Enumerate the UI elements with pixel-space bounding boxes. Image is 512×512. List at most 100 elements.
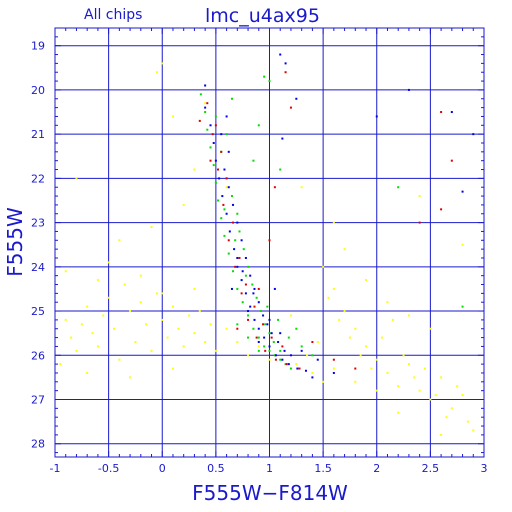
data-point xyxy=(255,296,258,299)
data-point xyxy=(198,310,201,313)
data-point xyxy=(123,283,126,286)
data-point xyxy=(283,349,286,352)
data-point xyxy=(107,296,110,299)
data-point xyxy=(289,354,292,357)
data-point xyxy=(232,221,235,224)
data-point xyxy=(217,168,220,171)
data-point xyxy=(370,367,373,370)
data-point xyxy=(145,323,148,326)
data-point xyxy=(161,62,164,65)
data-point xyxy=(440,208,443,211)
data-point xyxy=(242,248,245,251)
data-point xyxy=(227,239,230,242)
data-point xyxy=(220,217,223,220)
data-point xyxy=(171,115,174,118)
data-point xyxy=(211,133,214,136)
x-tick-label: 0 xyxy=(159,462,166,475)
data-point xyxy=(279,332,282,335)
y-tick-labels: 19 20 21 22 23 24 25 26 27 28 xyxy=(31,40,45,451)
data-point xyxy=(268,349,271,352)
data-point xyxy=(70,336,73,339)
data-point xyxy=(188,314,191,317)
data-point xyxy=(230,287,233,290)
data-point xyxy=(212,164,215,167)
data-point xyxy=(220,133,223,136)
x-tick-label: -1 xyxy=(50,462,61,475)
data-point xyxy=(247,354,250,357)
data-point xyxy=(461,243,464,246)
data-point xyxy=(418,195,421,198)
data-point xyxy=(311,354,314,357)
data-point xyxy=(150,226,153,229)
data-point xyxy=(281,137,284,140)
data-point xyxy=(64,318,67,321)
data-point xyxy=(217,199,220,202)
data-point xyxy=(236,256,239,259)
data-point xyxy=(316,341,319,344)
data-point xyxy=(139,301,142,304)
data-point xyxy=(75,349,78,352)
data-point xyxy=(214,181,217,184)
data-point xyxy=(397,411,400,414)
data-point xyxy=(161,318,164,321)
data-point xyxy=(225,212,228,215)
data-point xyxy=(332,371,335,374)
data-point xyxy=(193,332,196,335)
data-point xyxy=(193,287,196,290)
data-point xyxy=(86,371,89,374)
data-point xyxy=(129,376,132,379)
data-point xyxy=(300,186,303,189)
data-point xyxy=(253,305,256,308)
data-point xyxy=(375,115,378,118)
data-point xyxy=(244,283,247,286)
data-point xyxy=(418,389,421,392)
data-point xyxy=(182,203,185,206)
data-point xyxy=(402,354,405,357)
data-point xyxy=(354,327,357,330)
data-point xyxy=(311,376,314,379)
data-point xyxy=(429,398,432,401)
data-point xyxy=(461,305,464,308)
data-point xyxy=(244,256,247,259)
data-point xyxy=(359,354,362,357)
data-point xyxy=(279,349,282,352)
data-point xyxy=(129,310,132,313)
data-point xyxy=(80,323,83,326)
data-point xyxy=(64,270,67,273)
data-point xyxy=(177,327,180,330)
data-point xyxy=(225,115,228,118)
data-point xyxy=(199,93,202,96)
data-point xyxy=(212,141,215,144)
data-point xyxy=(112,327,115,330)
data-point xyxy=(166,336,169,339)
data-point xyxy=(257,336,260,339)
data-point xyxy=(472,429,475,432)
data-point xyxy=(238,230,241,233)
data-point xyxy=(107,261,110,264)
data-point xyxy=(96,279,99,282)
data-point xyxy=(253,287,256,290)
data-point xyxy=(118,239,121,242)
data-point xyxy=(381,336,384,339)
data-point xyxy=(295,363,298,366)
data-point xyxy=(298,367,301,370)
data-point xyxy=(413,376,416,379)
data-point xyxy=(289,367,292,370)
data-point xyxy=(348,336,351,339)
y-tick-label: 19 xyxy=(31,40,45,53)
data-point xyxy=(236,221,239,224)
data-point xyxy=(233,248,236,251)
data-point xyxy=(263,75,266,78)
data-point xyxy=(204,111,207,114)
data-point xyxy=(240,279,243,282)
data-point xyxy=(289,106,292,109)
data-point xyxy=(86,305,89,308)
x-tick-labels: -1 -0.5 0 0.5 1 1.5 2 2.5 3 xyxy=(50,462,488,475)
data-point xyxy=(285,363,288,366)
data-point xyxy=(236,341,239,344)
data-point xyxy=(375,389,378,392)
data-point xyxy=(311,341,314,344)
data-points xyxy=(59,53,475,436)
data-point xyxy=(304,369,307,372)
